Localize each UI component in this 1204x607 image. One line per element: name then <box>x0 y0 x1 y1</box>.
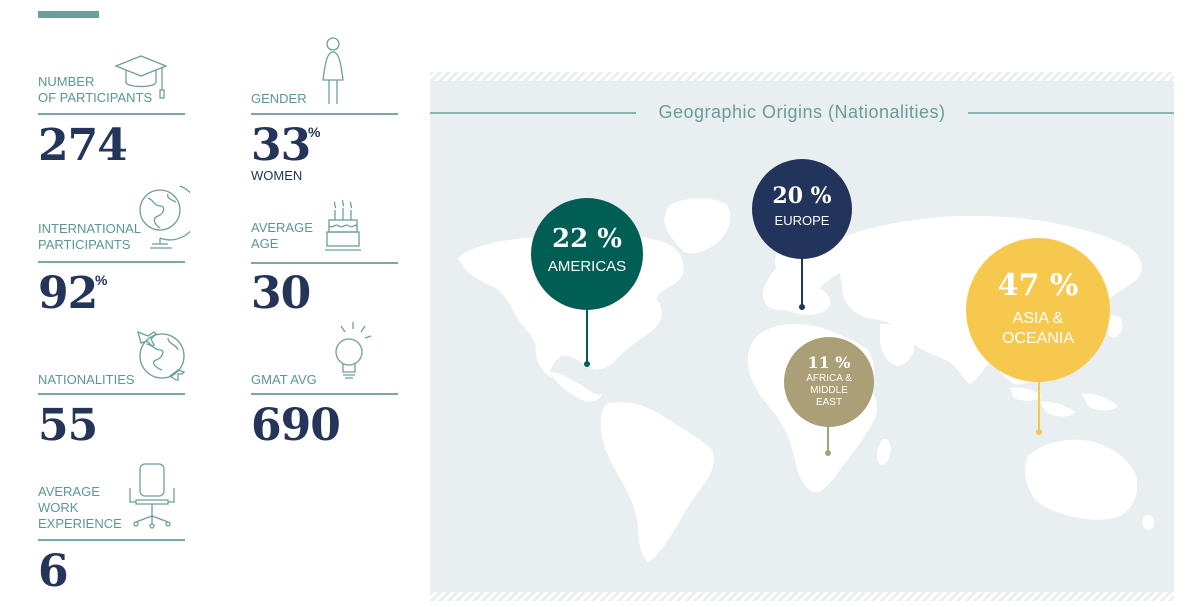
americas-label: AMERICAS <box>547 258 627 275</box>
graduation-cap-icon <box>114 55 168 99</box>
stat-age: AVERAGE AGE 30 <box>251 196 398 316</box>
americas-pct: 22 % <box>552 224 622 254</box>
stat-label: NATIONALITIES <box>38 372 135 387</box>
bubble-africa-middle-east: 11 % AFRICA & MIDDLE EAST <box>784 337 874 427</box>
map-title-row: Geographic Origins (Nationalities) <box>430 100 1174 126</box>
map-top-stripe <box>430 72 1174 81</box>
bubble-asia-oceania: 47 % ASIA & OCEANIA <box>966 238 1110 382</box>
world-travel-icon <box>137 330 186 381</box>
bubble-americas: 22 % AMERICAS <box>531 198 643 310</box>
stat-participants: NUMBER OF PARTICIPANTS 274 <box>38 50 185 170</box>
asia-pct: 47 % <box>997 268 1079 303</box>
birthday-cake-icon <box>325 199 361 251</box>
stat-suffix: % <box>95 272 108 288</box>
stat-label: GENDER <box>251 91 307 106</box>
stat-label: AVERAGE WORK EXPERIENCE <box>38 484 122 531</box>
europe-label: EUROPE <box>774 213 830 228</box>
light-bulb-icon <box>335 322 372 379</box>
stat-gmat: GMAT AVG 690 <box>251 322 398 452</box>
woman-icon <box>322 37 344 104</box>
stat-label: INTERNATIONAL PARTICIPANTS <box>38 221 142 252</box>
stat-value: 6 <box>38 546 69 597</box>
europe-marker-dot <box>799 304 805 310</box>
title-rule-right <box>968 112 1174 114</box>
stat-label: NUMBER OF PARTICIPANTS <box>38 74 153 105</box>
header-accent-bar <box>38 11 99 18</box>
office-chair-icon <box>129 463 175 529</box>
stat-value: 274 <box>38 120 128 171</box>
title-rule-left <box>430 112 636 114</box>
asia-marker-dot <box>1036 429 1042 435</box>
map-bottom-stripe <box>430 592 1174 601</box>
americas-marker-dot <box>584 361 590 367</box>
stat-experience: AVERAGE WORK EXPERIENCE 6 <box>38 460 185 600</box>
stat-value: 33 <box>251 120 311 171</box>
stat-value: 92 <box>38 268 98 319</box>
stat-sub: WOMEN <box>251 168 303 183</box>
stat-nationalities: NATIONALITIES 55 <box>38 322 186 452</box>
europe-pct: 20 % <box>772 183 832 209</box>
africa-marker-line <box>827 424 829 452</box>
asia-label: ASIA & OCEANIA <box>1001 310 1074 347</box>
bubble-europe: 20 % EUROPE <box>752 159 852 259</box>
stat-suffix: % <box>308 124 321 140</box>
asia-marker-line <box>1038 376 1040 430</box>
stat-label: GMAT AVG <box>251 372 317 387</box>
stat-gender: GENDER 33 % WOMEN <box>251 36 398 186</box>
globe-icon <box>139 185 190 249</box>
stat-international: INTERNATIONAL PARTICIPANTS 92 % <box>38 180 190 316</box>
africa-label: AFRICA & MIDDLE EAST <box>806 373 852 408</box>
africa-marker-dot <box>825 450 831 456</box>
map-title: Geographic Origins (Nationalities) <box>658 102 946 122</box>
stat-value: 690 <box>251 400 341 451</box>
americas-marker-line <box>586 306 588 362</box>
stat-label: AVERAGE AGE <box>251 220 313 251</box>
stat-value: 30 <box>251 268 311 319</box>
africa-pct: 11 % <box>807 353 851 372</box>
stat-value: 55 <box>38 400 98 451</box>
europe-marker-line <box>801 258 803 306</box>
